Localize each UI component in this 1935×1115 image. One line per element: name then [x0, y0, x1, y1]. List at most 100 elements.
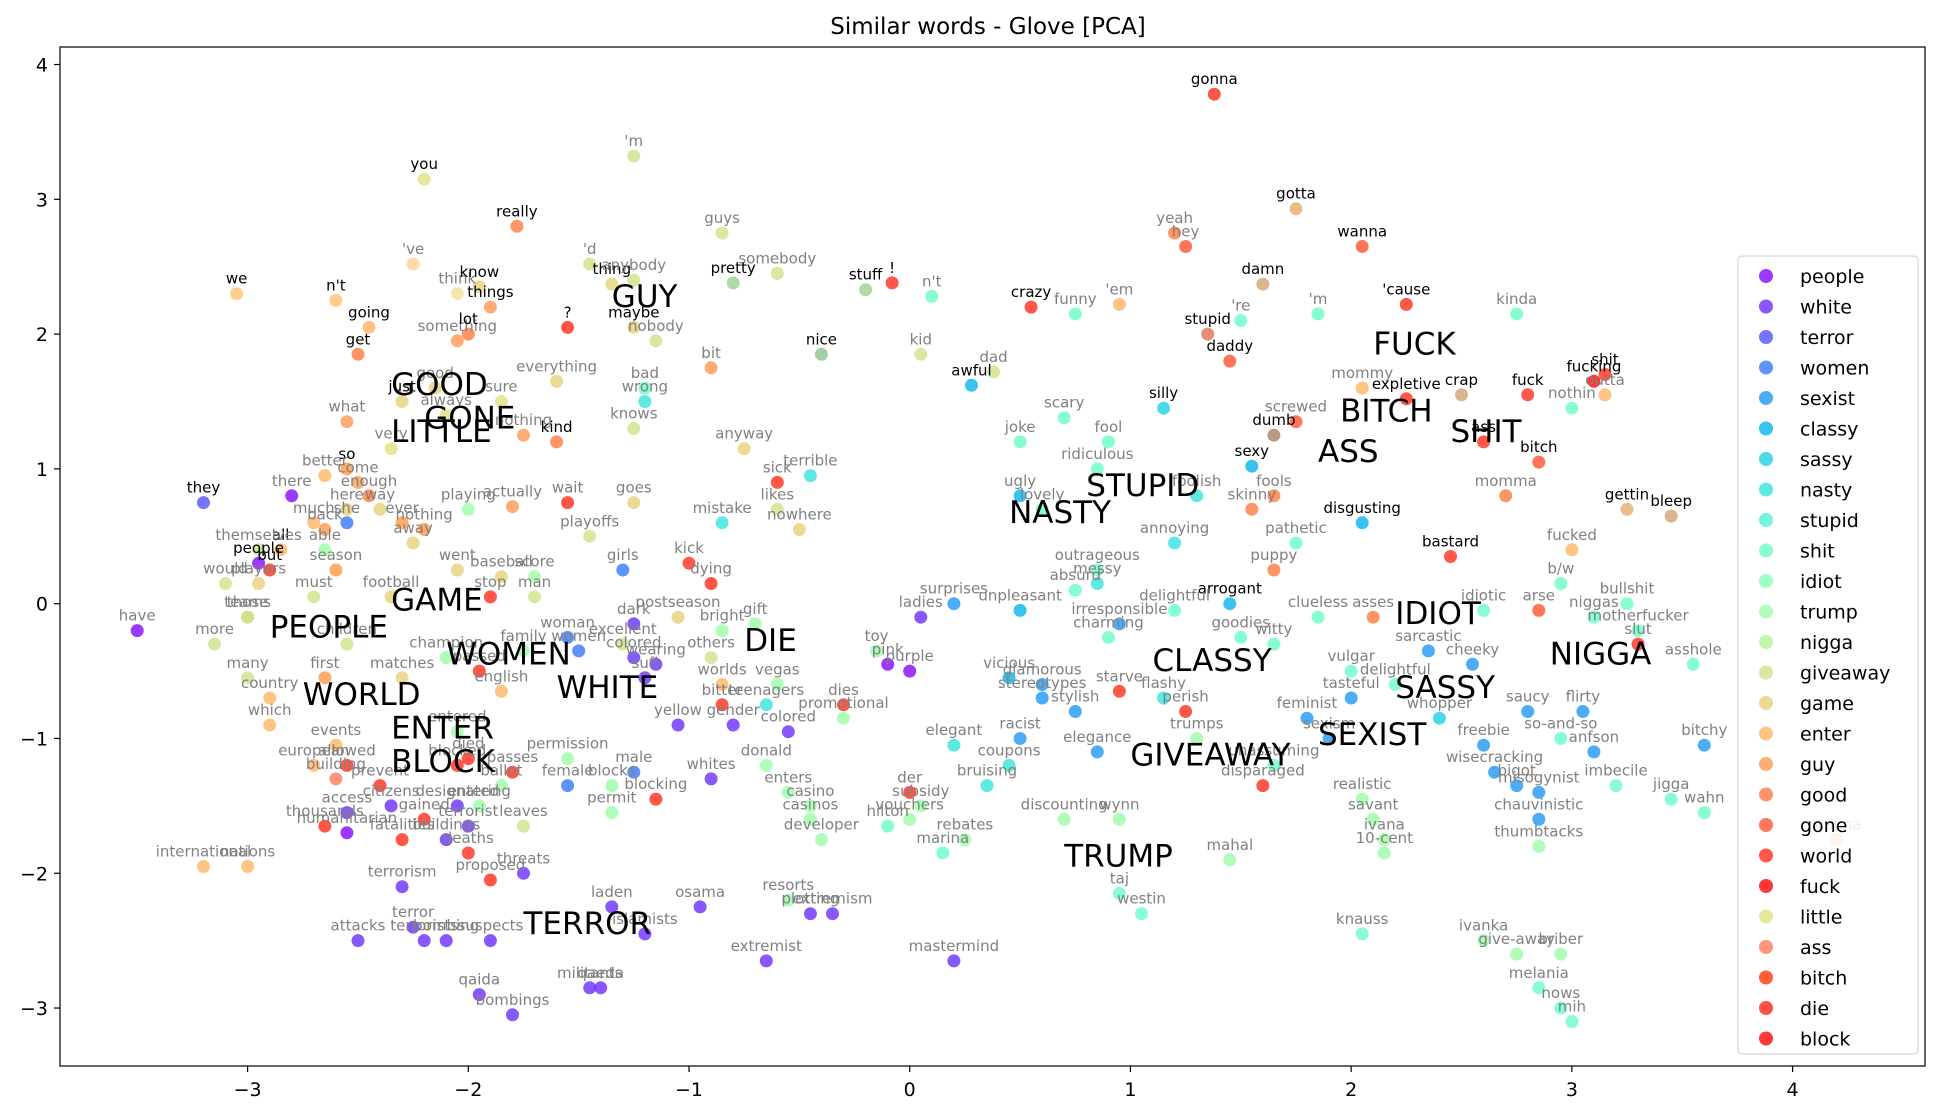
data-point: [885, 276, 899, 290]
data-point: [1521, 705, 1535, 718]
point-label: enough: [341, 472, 397, 490]
point-label: witty: [1255, 620, 1292, 638]
data-point: [965, 378, 978, 392]
data-point: [1399, 297, 1413, 311]
x-tick-label: −1: [675, 1079, 703, 1101]
point-label: fucked: [1547, 526, 1597, 544]
point-label: passes: [487, 748, 539, 766]
legend-marker: [1759, 421, 1773, 436]
point-label: nothing: [495, 411, 552, 429]
point-label: people: [233, 539, 284, 557]
data-point: [417, 934, 431, 948]
data-point: [1223, 597, 1237, 611]
point-label: 'm: [1309, 290, 1328, 308]
data-point: [461, 752, 475, 766]
point-label: subsidy: [892, 782, 949, 800]
data-point: [1377, 833, 1391, 847]
point-label: starve: [1096, 667, 1143, 685]
legend-label: stupid: [1800, 510, 1859, 532]
point-label: glamorous: [1003, 661, 1082, 679]
legend-label: world: [1800, 846, 1852, 868]
data-point: [329, 563, 343, 577]
data-point: [517, 819, 530, 833]
data-point: [1013, 732, 1027, 745]
data-point: [428, 381, 442, 395]
data-point: [197, 860, 210, 873]
legend-label: little: [1800, 907, 1842, 929]
data-point: [1521, 388, 1535, 402]
data-point: [1090, 563, 1104, 577]
point-label: elegance: [1063, 728, 1131, 746]
legend-label: classy: [1800, 419, 1858, 441]
point-label: stereotypes: [998, 674, 1087, 692]
point-label: attacks: [331, 917, 386, 935]
data-point: [439, 934, 453, 948]
data-point: [881, 819, 895, 833]
point-label: whites: [687, 755, 736, 773]
x-tick-label: −2: [454, 1079, 482, 1101]
data-point: [1090, 577, 1104, 590]
data-point: [682, 556, 696, 570]
point-label: 'm: [624, 132, 643, 150]
points-layer: [130, 87, 1844, 1028]
point-label: flashy: [1141, 674, 1186, 692]
point-label: sure: [485, 378, 517, 396]
point-label: fatalities: [370, 816, 435, 834]
data-point: [1686, 657, 1700, 671]
point-label: vicious: [983, 654, 1035, 672]
point-label: she: [334, 499, 361, 517]
data-point: [252, 556, 266, 570]
point-label: momma: [1475, 472, 1537, 490]
point-label: expletive: [1372, 375, 1441, 393]
data-point: [263, 691, 277, 705]
point-label: elegant: [926, 721, 983, 739]
point-label: extremist: [731, 937, 802, 955]
point-label: english: [474, 667, 528, 685]
data-point: [130, 624, 144, 638]
point-label: terrorists: [390, 917, 458, 935]
data-point: [340, 415, 354, 429]
keyword-label: DIE: [744, 623, 797, 659]
point-label: laden: [591, 883, 633, 901]
point-label: asses: [1352, 593, 1394, 611]
keyword-label: GUY: [612, 279, 678, 315]
legend-label: fuck: [1800, 876, 1840, 898]
legend-marker: [1759, 635, 1773, 649]
point-label: ridiculous: [1061, 445, 1134, 463]
point-label: bright: [700, 607, 745, 625]
data-point: [1455, 388, 1468, 402]
legend-marker: [1759, 940, 1773, 954]
data-point: [395, 833, 409, 847]
point-label: just: [387, 378, 415, 396]
point-label: ladies: [899, 593, 943, 611]
data-point: [252, 543, 266, 557]
data-point: [715, 624, 729, 638]
point-label: tasteful: [1323, 674, 1380, 692]
point-label: terrorist: [438, 802, 498, 820]
point-label: themselves: [215, 526, 302, 544]
point-label: women: [551, 627, 606, 645]
data-point: [384, 442, 398, 456]
data-point: [1477, 603, 1491, 617]
point-label: deaths: [443, 829, 494, 847]
point-label: promotional: [798, 694, 888, 712]
point-label: country: [241, 674, 298, 692]
data-point: [1068, 307, 1082, 321]
point-label: goodies: [1211, 613, 1270, 631]
data-point: [1532, 812, 1546, 826]
point-label: funny: [1054, 290, 1097, 308]
keyword-label: SASSY: [1395, 670, 1495, 706]
point-label: 'em: [1105, 280, 1133, 298]
point-label: 'd: [583, 240, 597, 258]
point-label: teenagers: [728, 681, 804, 699]
legend-marker: [1759, 330, 1773, 344]
point-label: taj: [1110, 870, 1129, 888]
data-point: [472, 988, 486, 1002]
point-label: all: [272, 526, 290, 544]
data-point: [373, 779, 387, 793]
keyword-label: ENTER: [391, 711, 494, 747]
data-point: [461, 846, 475, 860]
legend-marker: [1759, 726, 1773, 741]
point-label: outta: [1585, 371, 1625, 389]
